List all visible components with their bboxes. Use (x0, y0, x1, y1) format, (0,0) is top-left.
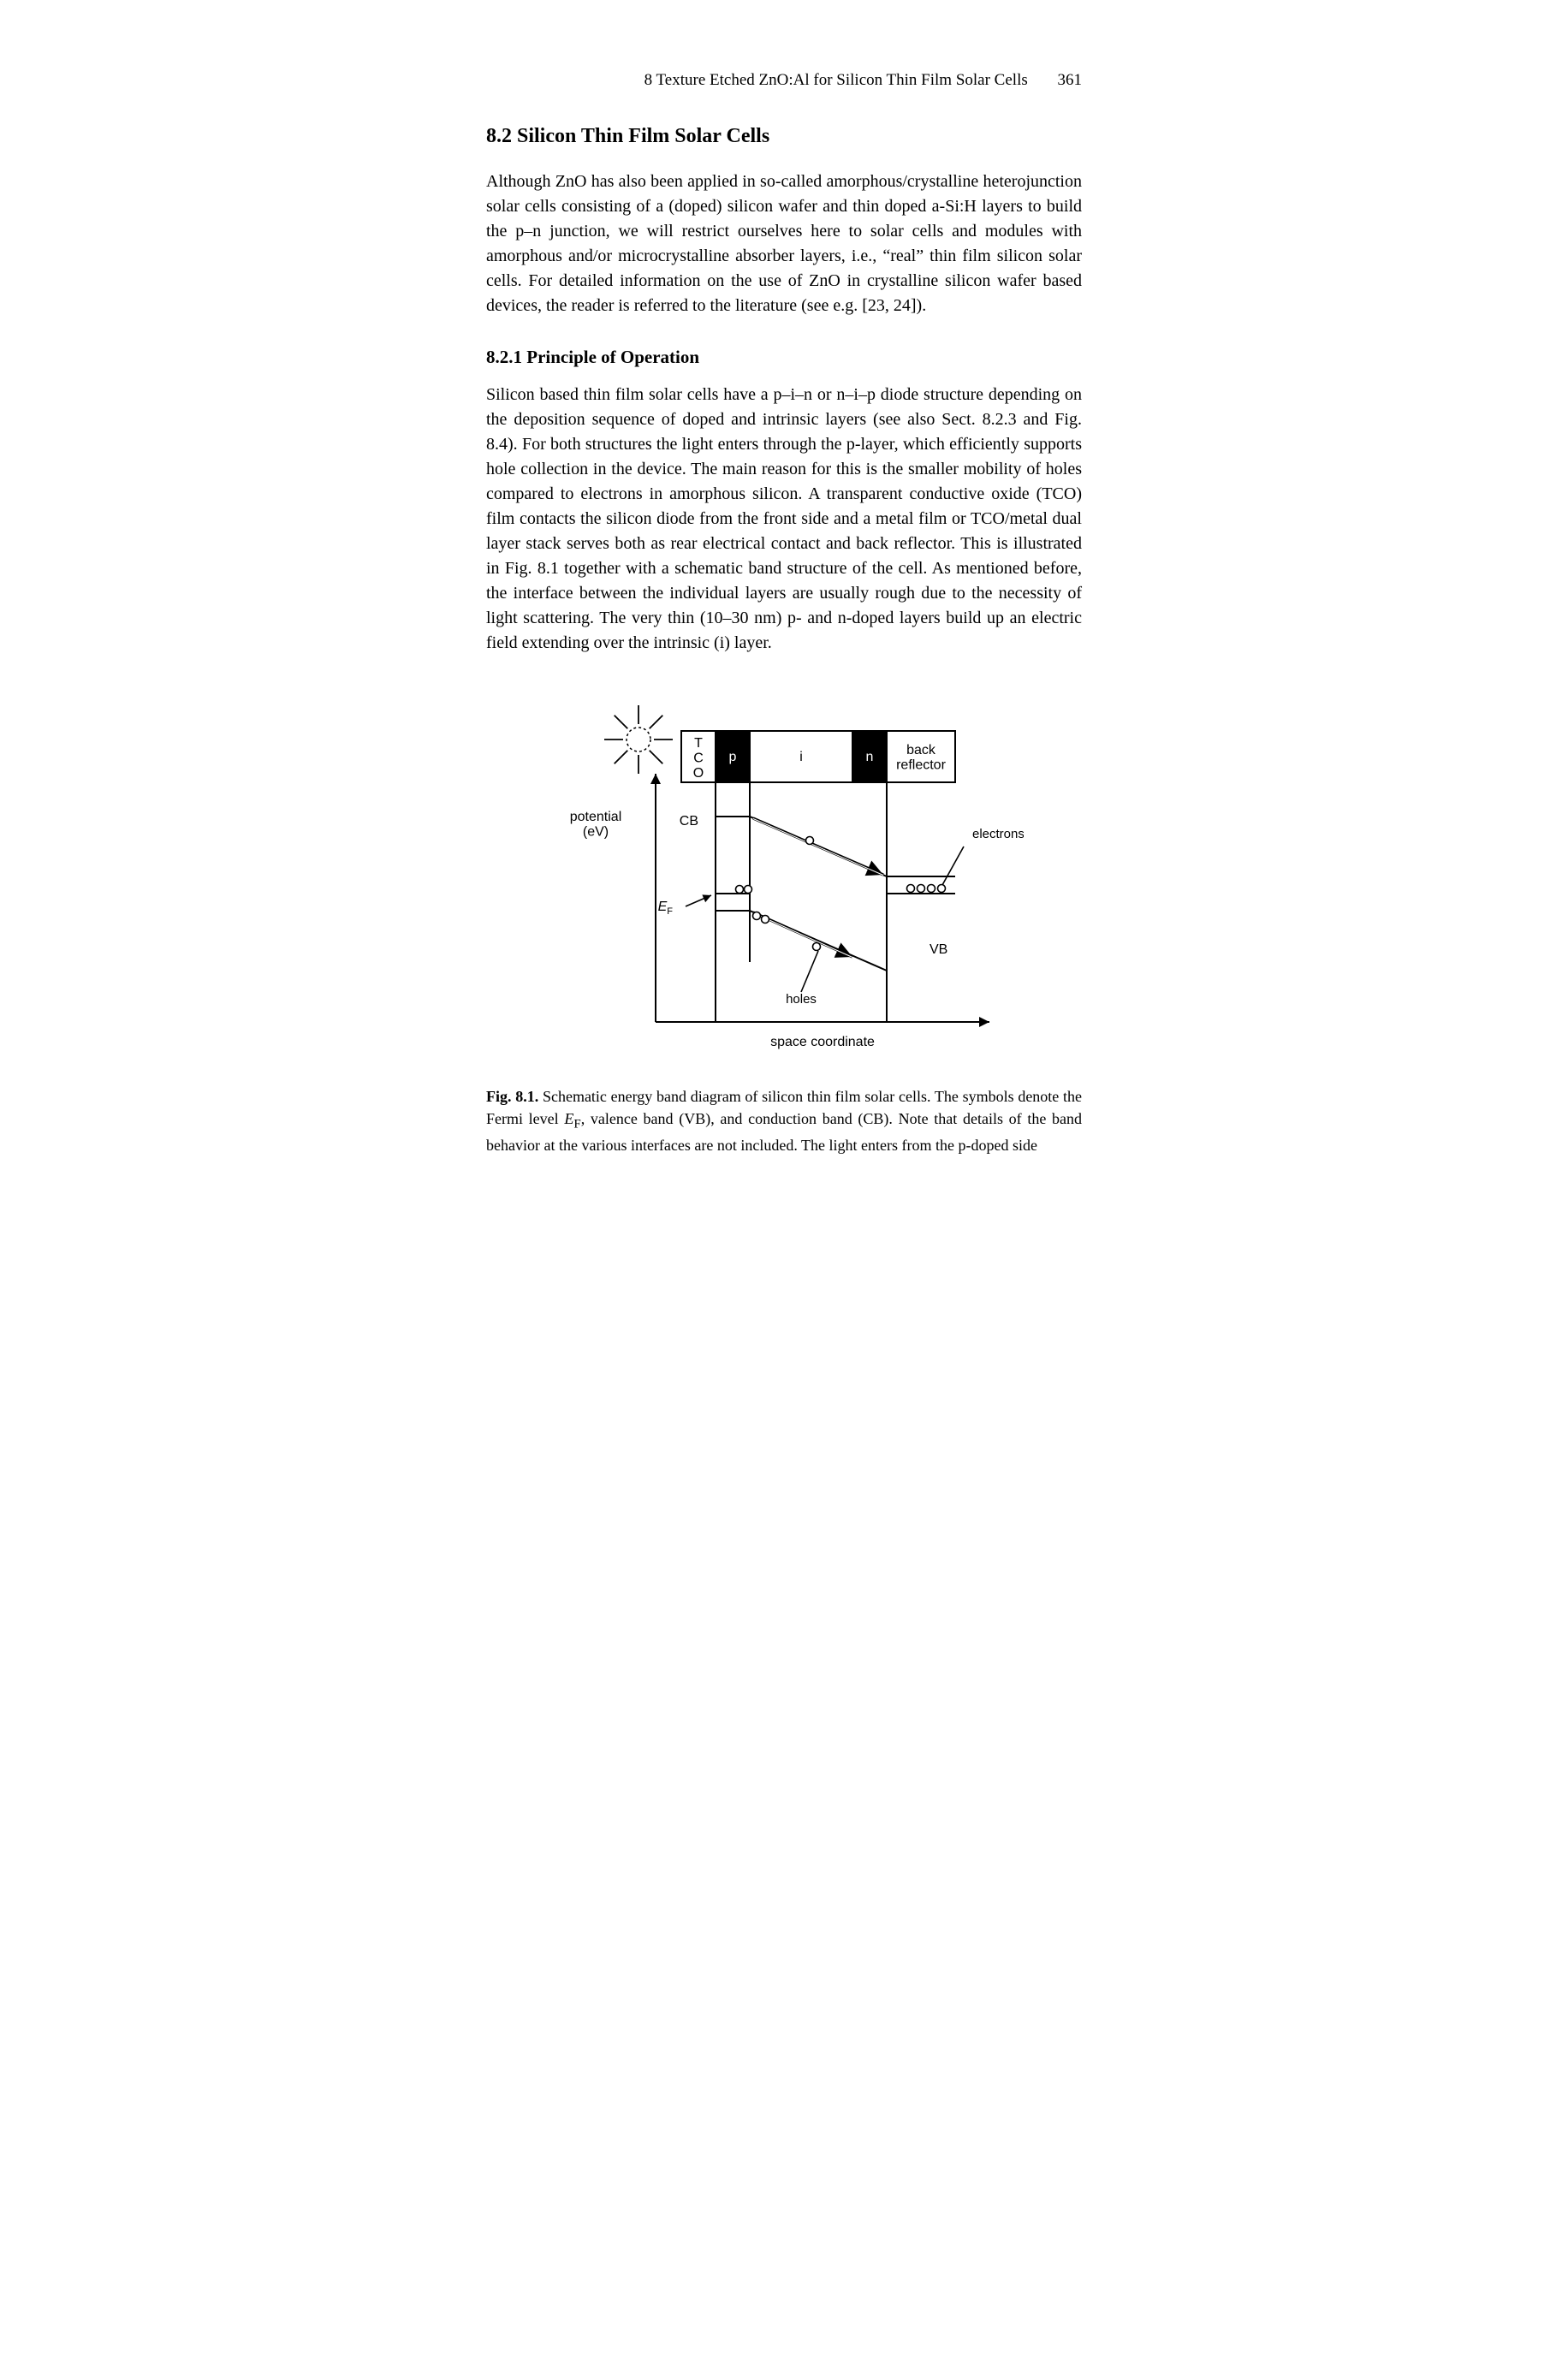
svg-text:space coordinate: space coordinate (770, 1035, 875, 1049)
band-diagram-svg: TCOpinbackreflectorpotential(eV)space co… (544, 680, 1024, 1073)
svg-text:TCO: TCO (693, 736, 704, 781)
figure-caption: Fig. 8.1. Schematic energy band diagram … (486, 1085, 1082, 1157)
running-head: 8 Texture Etched ZnO:Al for Silicon Thin… (486, 68, 1082, 92)
svg-text:i: i (799, 750, 803, 764)
section-number: 8.2 (486, 125, 512, 147)
subsection-heading: 8.2.1 Principle of Operation (486, 344, 1082, 370)
subsection-title: Principle of Operation (526, 347, 699, 367)
svg-text:CB: CB (680, 814, 698, 829)
figure-caption-symbol: E (564, 1110, 573, 1127)
page-number: 361 (1058, 68, 1083, 92)
figure-label: Fig. 8.1. (486, 1088, 538, 1105)
section-title: Silicon Thin Film Solar Cells (517, 125, 769, 147)
figure-caption-subscript: F (573, 1117, 580, 1131)
subsection-paragraph: Silicon based thin film solar cells have… (486, 383, 1082, 656)
subsection-number: 8.2.1 (486, 347, 522, 367)
svg-text:VB: VB (930, 942, 947, 957)
svg-text:holes: holes (786, 992, 817, 1007)
section-heading: 8.2 Silicon Thin Film Solar Cells (486, 122, 1082, 151)
svg-text:p: p (729, 750, 737, 764)
svg-text:EF: EF (658, 900, 674, 917)
running-head-text: 8 Texture Etched ZnO:Al for Silicon Thin… (644, 71, 1028, 89)
svg-text:n: n (866, 750, 874, 764)
section-paragraph: Although ZnO has also been applied in so… (486, 169, 1082, 318)
svg-text:potential(eV): potential(eV) (570, 810, 622, 840)
svg-text:electrons: electrons (972, 827, 1024, 841)
figure-8-1: TCOpinbackreflectorpotential(eV)space co… (486, 680, 1082, 1157)
